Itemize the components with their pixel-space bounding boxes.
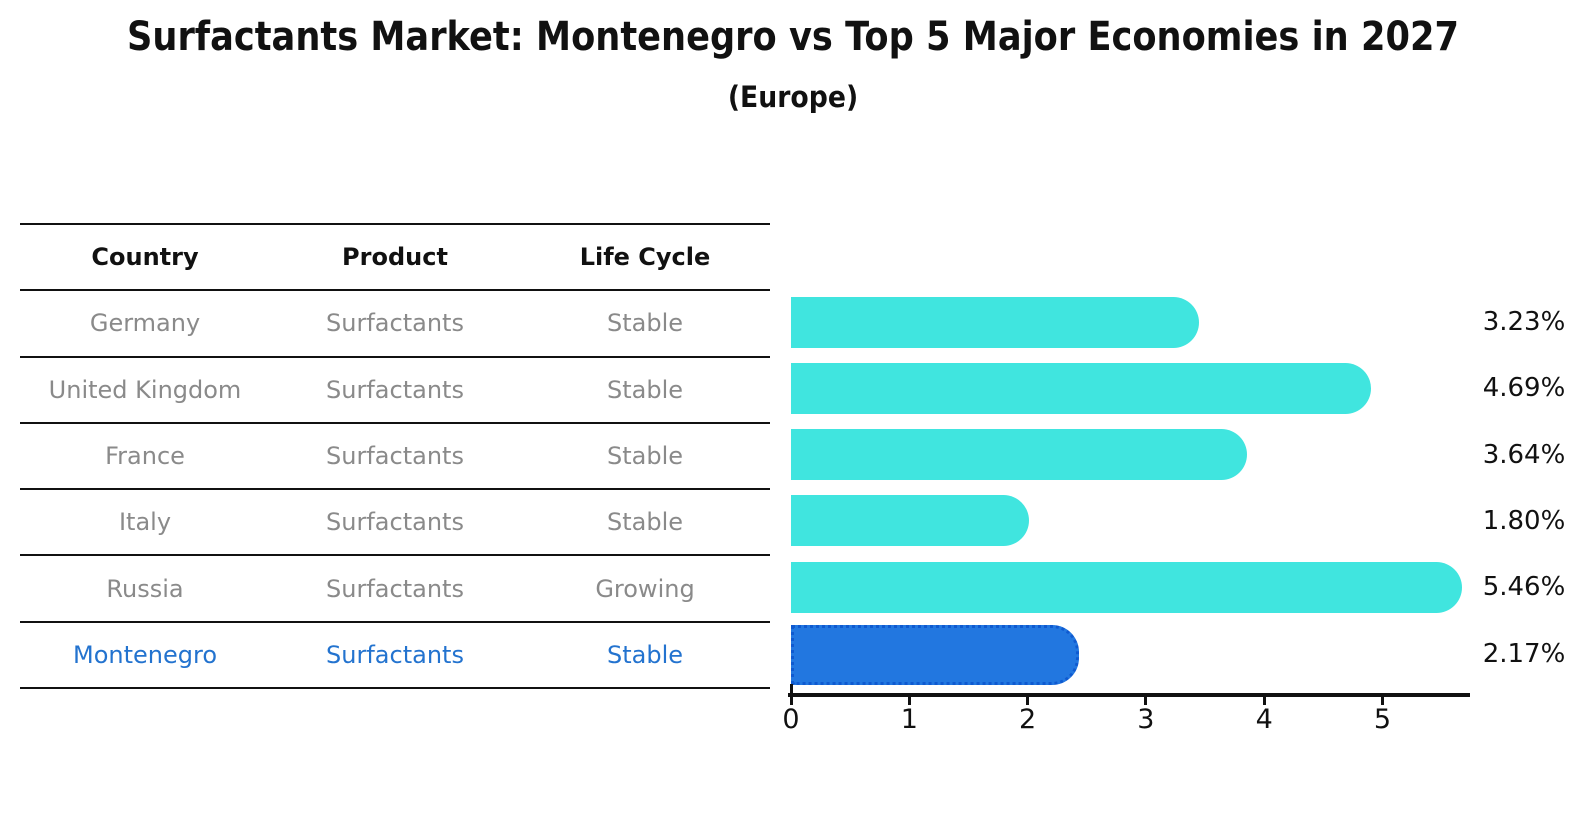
life-cycle-cell: Stable — [606, 309, 684, 338]
bar-france — [791, 429, 1248, 481]
table-row-montenegro: Montenegro Surfactants Stable — [20, 623, 770, 690]
product-cell: Surfactants — [326, 375, 464, 404]
x-tick-mark-0 — [789, 696, 793, 705]
table-row-united-kingdom: United Kingdom Surfactants Stable — [20, 358, 770, 424]
bar-united-kingdom — [791, 362, 1372, 414]
x-tick-label-2: 2 — [1019, 704, 1037, 735]
value-label-united-kingdom: 4.69% — [1482, 373, 1566, 404]
table-row-germany: Germany Surfactants Stable — [20, 291, 770, 358]
x-tick-mark-4 — [1262, 696, 1266, 705]
value-label-france: 3.64% — [1482, 439, 1566, 470]
col-header-product: Product — [342, 243, 448, 272]
product-cell: Surfactants — [326, 309, 464, 338]
bar-germany — [791, 296, 1199, 348]
bar-montenegro — [791, 625, 1080, 686]
x-tick-label-4: 4 — [1255, 704, 1273, 735]
country-cell: Russia — [106, 574, 184, 603]
x-tick-mark-1 — [907, 696, 911, 705]
chart-title: Surfactants Market: Montenegro vs Top 5 … — [127, 14, 1459, 60]
value-label-russia: 5.46% — [1482, 572, 1566, 603]
bar-italy — [791, 495, 1030, 547]
life-cycle-cell: Stable — [606, 640, 684, 669]
life-cycle-cell: Growing — [595, 574, 695, 603]
col-header-country: Country — [91, 243, 199, 272]
value-label-germany: 3.23% — [1482, 307, 1566, 337]
country-cell: Germany — [89, 309, 201, 338]
country-cell: Italy — [118, 508, 172, 537]
x-tick-label-5: 5 — [1373, 704, 1392, 735]
col-header-life-cycle: Life Cycle — [579, 243, 711, 272]
product-cell: Surfactants — [326, 574, 464, 603]
life-cycle-cell: Stable — [606, 442, 684, 471]
country-cell: United Kingdom — [48, 375, 242, 404]
value-label-italy: 1.80% — [1482, 505, 1566, 536]
table-row-russia: Russia Surfactants Growing — [20, 556, 770, 623]
x-tick-mark-3 — [1144, 696, 1148, 705]
country-cell: France — [105, 442, 185, 471]
life-cycle-cell: Stable — [606, 375, 684, 404]
x-tick-label-0: 0 — [782, 704, 800, 735]
country-cell: Montenegro — [72, 640, 217, 669]
y-axis-stub — [790, 684, 793, 694]
product-cell: Surfactants — [326, 442, 464, 471]
x-tick-mark-2 — [1026, 696, 1030, 705]
life-cycle-cell: Stable — [606, 508, 684, 537]
x-axis-line — [788, 693, 1470, 697]
table-header-row: Country Product Life Cycle — [20, 225, 770, 292]
value-label-montenegro: 2.17% — [1482, 638, 1566, 669]
bar-russia — [791, 561, 1463, 613]
product-cell: Surfactants — [326, 640, 464, 669]
chart-subtitle: (Europe) — [727, 80, 859, 114]
table-row-italy: Italy Surfactants Stable — [20, 490, 770, 557]
table-row-france: France Surfactants Stable — [20, 424, 770, 491]
x-tick-mark-5 — [1381, 696, 1384, 705]
product-cell: Surfactants — [326, 508, 464, 537]
country-table: Country Product Life Cycle Germany Surfactan… — [20, 223, 770, 690]
x-tick-label-1: 1 — [900, 704, 918, 735]
x-tick-label-3: 3 — [1137, 704, 1155, 735]
